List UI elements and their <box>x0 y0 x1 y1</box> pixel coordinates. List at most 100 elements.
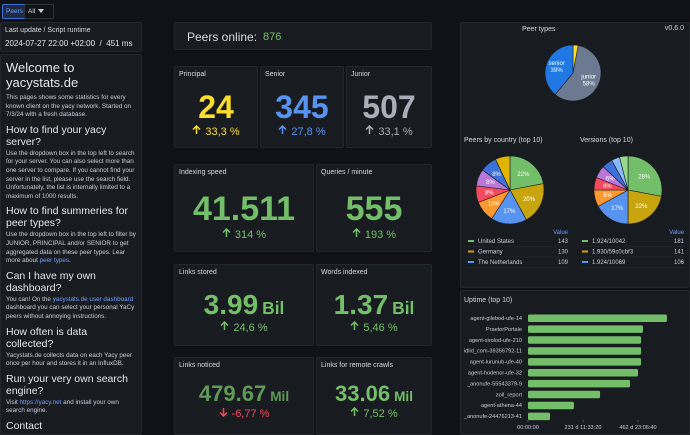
stat-panel: Indexing speed 41.511 314 % <box>174 164 314 252</box>
value: 507 <box>362 89 416 125</box>
section-text: Yacystats.de collects data on each Yacy … <box>6 352 136 369</box>
link[interactable]: peer types <box>39 257 70 265</box>
stat-value: 555 <box>317 190 431 229</box>
trend-arrow <box>192 124 201 134</box>
filter-label: All <box>28 8 36 15</box>
peers-online-label: Peers online: <box>187 30 258 44</box>
change: -6,77 % <box>231 408 270 420</box>
trend-arrow <box>350 406 359 416</box>
value: 33.06 <box>335 381 391 406</box>
change: 5,46 % <box>363 322 398 334</box>
change: 193 % <box>364 229 397 241</box>
panel-title: Junior <box>351 71 371 78</box>
change: 24,6 % <box>233 322 268 334</box>
stat-panel: Links noticed 479.67 Mil -6,77 % <box>174 357 314 435</box>
update-line: 2024-07-27 22:00 +02:00 / 451 ms <box>5 39 132 48</box>
update-time: 2024-07-27 22:00 +02:00 <box>5 39 96 48</box>
unit: Bil <box>262 298 285 318</box>
change: 7,52 % <box>363 408 398 420</box>
stat-change: -6,77 % <box>175 407 313 420</box>
uptime-panel <box>460 290 690 435</box>
stat-value: 3.99 Bil <box>175 289 313 321</box>
link[interactable]: yacystats.de user dashboard <box>52 295 134 303</box>
charts-panel <box>460 22 690 288</box>
panel-title: Indexing speed <box>179 169 227 176</box>
section-heading: Can I have my own dashboard? <box>6 269 96 294</box>
value: 1.37 <box>333 289 389 320</box>
panel-title: Last update / Script runtime <box>5 27 91 34</box>
value: 3.99 <box>203 289 259 320</box>
stat-panel: Senior 345 27,8 % <box>260 66 344 148</box>
section-heading: Run your very own search engine? <box>6 372 128 397</box>
stat-value: 345 <box>261 89 343 126</box>
trend-arrow <box>365 124 374 134</box>
section-heading: How to find summeries for peer types? <box>6 205 128 230</box>
stat-value: 507 <box>347 89 431 126</box>
stat-panel: Words indexed 1.37 Bil 5,46 % <box>316 264 432 346</box>
change: 33,3 % <box>205 126 240 138</box>
trend-arrow <box>219 408 228 418</box>
change: 27,8 % <box>291 126 326 138</box>
section-text: Use the dropdown box in the top left to … <box>6 231 136 265</box>
unit: Mil <box>270 389 290 404</box>
change: 314 % <box>234 229 267 241</box>
separator: / <box>99 39 102 48</box>
trend-arrow <box>278 124 287 134</box>
value: 479.67 <box>198 381 267 406</box>
text: Use the dropdown box in the top left to … <box>6 231 136 265</box>
stat-panel: Links stored 3.99 Bil 24,6 % <box>174 264 314 346</box>
value: 345 <box>275 89 329 125</box>
stat-change: 27,8 % <box>261 124 343 138</box>
text: Yacystats.de collects data on each Yacy … <box>6 351 133 368</box>
text: You can! On the <box>6 295 53 303</box>
trend-arrow <box>350 320 359 330</box>
text: . <box>69 257 71 265</box>
section-heading: Contact <box>6 419 43 432</box>
stat-value: 479.67 Mil <box>175 381 313 407</box>
link[interactable]: https://yacy.net <box>19 398 62 406</box>
panel-title: Words indexed <box>321 269 368 276</box>
stat-change: 33,1 % <box>347 124 431 138</box>
value: 24 <box>198 89 234 125</box>
text: dashboard you can select your personal Y… <box>6 304 135 320</box>
welcome-panel: Welcome to yacystats.de This pages shows… <box>0 54 142 435</box>
tab-label: Peers <box>6 8 23 15</box>
peers-online-value: 876 <box>263 31 282 43</box>
text: and install your own search engine. <box>6 398 119 415</box>
stat-panel: Queries / minute 555 193 % <box>316 164 432 252</box>
text: Use the dropdown box in the top left to … <box>6 149 135 200</box>
trend-arrow <box>222 227 231 237</box>
stat-change: 33,3 % <box>175 124 257 138</box>
stat-panel: Links for remote crawls 33.06 Mil 7,52 % <box>316 357 432 435</box>
stat-panel: Principal 24 33,3 % <box>174 66 258 148</box>
filter-dropdown[interactable]: All <box>24 4 54 19</box>
panel-title: Links stored <box>179 269 217 276</box>
section-text: You can! On the yacystats.de user dashbo… <box>6 296 136 322</box>
stat-change: 24,6 % <box>175 320 313 334</box>
dropdown-caret <box>38 9 45 13</box>
section-heading: How often is data collected? <box>6 325 88 350</box>
peers-online-panel: Peers online: 876 <box>174 22 432 50</box>
stat-panel: Junior 507 33,1 % <box>346 66 432 148</box>
trend-arrow <box>352 227 361 237</box>
section-heading: How to find your yacy server? <box>6 123 107 148</box>
runtime: 451 ms <box>106 39 133 48</box>
stat-value: 33.06 Mil <box>317 381 431 407</box>
panel-title: Links noticed <box>179 362 220 369</box>
welcome-intro: This pages shows some statistics for eve… <box>6 94 131 119</box>
stat-value: 24 <box>175 89 257 126</box>
stat-change: 314 % <box>175 227 313 241</box>
stat-change: 193 % <box>317 227 431 241</box>
unit: Bil <box>392 298 415 318</box>
panel-title: Links for remote crawls <box>321 362 393 369</box>
trend-arrow <box>220 320 229 330</box>
text: Visit <box>6 398 20 406</box>
stat-value: 41.511 <box>175 190 313 229</box>
stat-value: 1.37 Bil <box>317 289 431 321</box>
panel-title: Principal <box>179 71 206 78</box>
unit: Mil <box>394 389 413 404</box>
change: 33,1 % <box>378 126 413 138</box>
stat-change: 7,52 % <box>317 406 431 420</box>
update-panel: Last update / Script runtime 2024-07-27 … <box>0 22 142 52</box>
